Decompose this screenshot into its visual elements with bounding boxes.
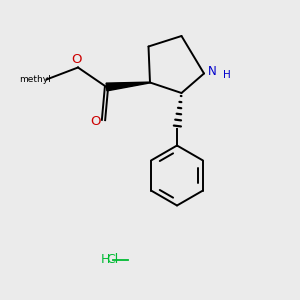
Polygon shape xyxy=(106,82,150,91)
Text: O: O xyxy=(71,52,82,66)
Text: methyl: methyl xyxy=(39,78,44,80)
Text: Cl: Cl xyxy=(106,253,118,266)
Text: H: H xyxy=(223,70,230,80)
Text: methyl: methyl xyxy=(19,75,50,84)
Text: N: N xyxy=(208,65,216,78)
Text: H: H xyxy=(101,253,110,266)
Text: O: O xyxy=(90,115,100,128)
